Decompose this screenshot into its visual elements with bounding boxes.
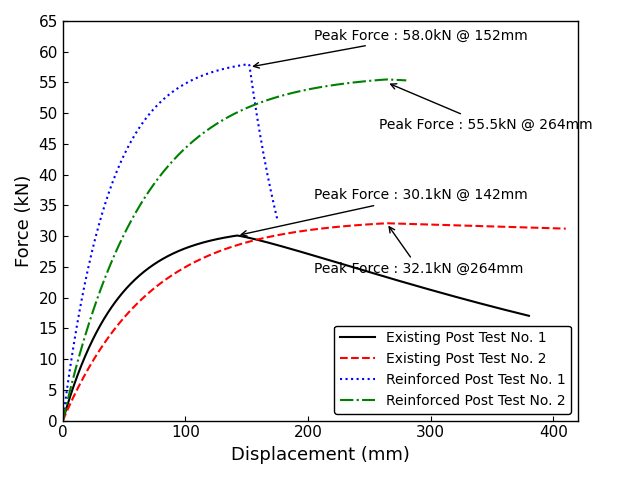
Existing Post Test No. 2 — [473, 223, 480, 229]
Existing Post Test No. 2 — [59, 418, 66, 423]
Existing Post Test No. 1 — [525, 313, 533, 319]
Existing Post Test No. 2 — [331, 224, 338, 230]
Text: Peak Force : 30.1kN @ 142mm: Peak Force : 30.1kN @ 142mm — [241, 188, 528, 236]
Reinforced Post Test No. 1 — [240, 62, 247, 68]
Line: Reinforced Post Test No. 1: Reinforced Post Test No. 1 — [63, 64, 278, 421]
Text: Peak Force : 32.1kN @264mm: Peak Force : 32.1kN @264mm — [314, 227, 524, 276]
Existing Post Test No. 1 — [337, 261, 345, 267]
Reinforced Post Test No. 1 — [245, 61, 253, 67]
Reinforced Post Test No. 1 — [255, 120, 262, 125]
Reinforced Post Test No. 1 — [187, 78, 194, 84]
Existing Post Test No. 2 — [301, 228, 309, 234]
Reinforced Post Test No. 2 — [101, 277, 108, 283]
Reinforced Post Test No. 2 — [59, 418, 66, 423]
Reinforced Post Test No. 2 — [195, 134, 202, 139]
Reinforced Post Test No. 2 — [383, 77, 390, 82]
Existing Post Test No. 1 — [59, 418, 66, 423]
Reinforced Post Test No. 1 — [59, 418, 66, 423]
Existing Post Test No. 1 — [284, 245, 292, 251]
Reinforced Post Test No. 2 — [402, 78, 410, 83]
Line: Existing Post Test No. 1: Existing Post Test No. 1 — [63, 236, 529, 421]
Line: Reinforced Post Test No. 2: Reinforced Post Test No. 2 — [63, 80, 406, 421]
Existing Post Test No. 2 — [562, 226, 569, 231]
Existing Post Test No. 1 — [233, 233, 241, 239]
Text: Peak Force : 55.5kN @ 264mm: Peak Force : 55.5kN @ 264mm — [379, 84, 593, 132]
X-axis label: Displacement (mm): Displacement (mm) — [231, 446, 410, 464]
Existing Post Test No. 1 — [312, 253, 320, 259]
Text: Peak Force : 58.0kN @ 152mm: Peak Force : 58.0kN @ 152mm — [253, 28, 528, 68]
Existing Post Test No. 2 — [383, 220, 390, 226]
Reinforced Post Test No. 1 — [191, 76, 198, 82]
Reinforced Post Test No. 1 — [274, 217, 281, 223]
Existing Post Test No. 1 — [281, 244, 289, 250]
Existing Post Test No. 2 — [551, 226, 558, 231]
Reinforced Post Test No. 2 — [309, 86, 316, 91]
Line: Existing Post Test No. 2: Existing Post Test No. 2 — [63, 223, 566, 421]
Existing Post Test No. 1 — [515, 310, 522, 316]
Reinforced Post Test No. 1 — [60, 412, 67, 418]
Reinforced Post Test No. 2 — [275, 94, 283, 100]
Existing Post Test No. 1 — [442, 291, 450, 297]
Existing Post Test No. 2 — [298, 228, 306, 234]
Reinforced Post Test No. 1 — [186, 78, 194, 84]
Reinforced Post Test No. 2 — [171, 156, 178, 161]
Existing Post Test No. 2 — [358, 222, 366, 228]
Reinforced Post Test No. 2 — [307, 86, 314, 92]
Y-axis label: Force (kN): Force (kN) — [15, 175, 33, 267]
Legend: Existing Post Test No. 1, Existing Post Test No. 2, Reinforced Post Test No. 1, : Existing Post Test No. 1, Existing Post … — [334, 326, 571, 414]
